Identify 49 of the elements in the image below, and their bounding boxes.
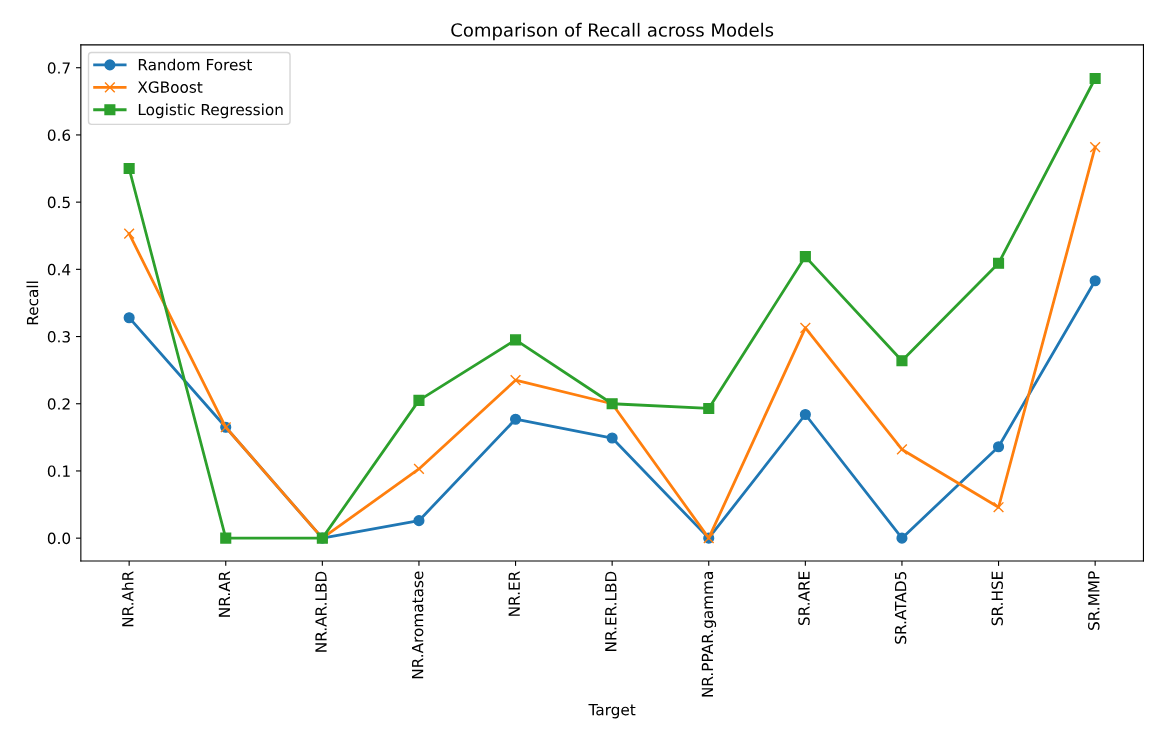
- point: [799, 251, 811, 263]
- x-axis-title: Target: [588, 704, 636, 719]
- x-tick-label: NR.ER: [508, 571, 520, 616]
- point: [992, 441, 1005, 453]
- y-tick-label: 0.3: [47, 331, 70, 343]
- point: [1089, 141, 1101, 153]
- point: [123, 312, 135, 324]
- legend-label: Random Forest: [138, 58, 252, 71]
- x-tick-label: SR.MMP: [1088, 571, 1100, 630]
- y-tick-label: 0.4: [47, 263, 71, 276]
- point: [1089, 72, 1101, 85]
- point: [1089, 275, 1101, 287]
- point: [992, 501, 1005, 513]
- y-tick-label: 0.6: [47, 129, 71, 141]
- x-tick-label: NR.Aromatase: [412, 571, 424, 679]
- point: [992, 257, 1005, 269]
- point: [413, 515, 425, 527]
- point: [896, 443, 908, 455]
- legend-label: XGBoost: [137, 81, 203, 93]
- y-tick-label: 0.5: [47, 196, 70, 209]
- y-tick-label: 0.1: [47, 465, 70, 477]
- y-tick-label: 0.2: [47, 398, 70, 410]
- x-tick-label: SR.ATAD5: [894, 572, 907, 644]
- point: [896, 532, 908, 544]
- x-tick-label: SR.ARE: [798, 571, 810, 626]
- point: [123, 228, 135, 240]
- point: [509, 413, 522, 425]
- y-tick-label: 0.0: [47, 532, 71, 545]
- point: [606, 432, 618, 444]
- y-tick-label: 0.7: [47, 62, 70, 74]
- y-axis-title: Recall: [26, 281, 39, 325]
- x-tick-label: NR.ER.LBD: [605, 571, 617, 651]
- point: [220, 532, 232, 544]
- x-tick-label: NR.AR: [218, 571, 230, 617]
- point: [703, 402, 715, 415]
- x-tick-label: NR.AR.LBD: [315, 571, 327, 652]
- point: [509, 374, 522, 386]
- point: [799, 322, 811, 334]
- chart-title: Comparison of Recall across Models: [451, 22, 774, 41]
- point: [509, 334, 522, 346]
- point: [413, 463, 425, 475]
- legend-label: Logistic Regression: [138, 103, 283, 119]
- x-tick-label: NR.PPAR.gamma: [701, 572, 717, 697]
- x-tick-label: NR.AhR: [121, 571, 134, 627]
- point: [799, 408, 811, 421]
- point: [413, 394, 425, 406]
- point: [123, 162, 135, 175]
- x-tick-label: SR.HSE: [991, 571, 1003, 626]
- point: [896, 355, 908, 367]
